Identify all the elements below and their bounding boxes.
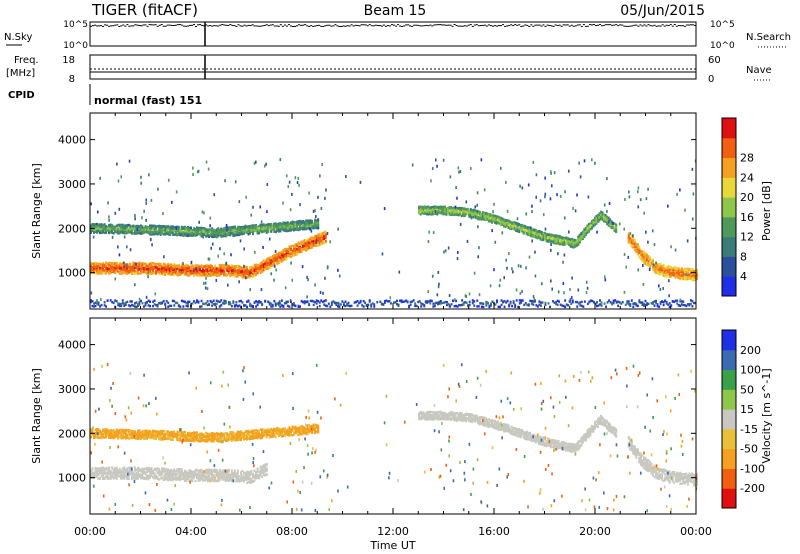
- colorbar-swatch: [722, 389, 736, 410]
- velocity-data: [90, 363, 698, 513]
- power-feature-ducting-trace: [418, 205, 618, 249]
- colorbar-swatch: [722, 137, 736, 159]
- colorbar-tick-label: 8: [740, 250, 747, 263]
- colorbar-swatch: [722, 118, 736, 139]
- y-tick-label: 1000: [58, 472, 86, 485]
- velocity-feature-ground-scatter-band: [90, 463, 268, 485]
- colorbar-swatch: [722, 177, 736, 198]
- freq-tick-top: 18: [62, 55, 75, 66]
- colorbar-swatch: [722, 468, 736, 489]
- nsearch-tick-top: 10^5: [710, 20, 735, 30]
- y-tick-label: 3000: [58, 383, 86, 396]
- date-label: 05/Jun/2015: [620, 3, 705, 19]
- freq-label: Freq.: [14, 55, 39, 66]
- freq-tick-bottom: 8: [69, 74, 75, 85]
- freq-panel: [89, 54, 697, 80]
- colorbar-tick-label: 4: [740, 270, 747, 283]
- velocity-colorbar: -200 -100 -50 -15 15 50 100 200: [721, 329, 765, 509]
- power-axes: 1000 2000 3000 4000: [58, 113, 697, 309]
- colorbar-swatch: [722, 256, 736, 277]
- colorbar-swatch: [722, 428, 736, 450]
- colorbar-tick-label: 100: [740, 364, 761, 377]
- nsearch-tick-bottom: 10^0: [710, 41, 735, 51]
- colorbar-swatch: [722, 236, 736, 257]
- velocity-colorbar-label: Velocity [m s^-1]: [760, 368, 773, 463]
- power-feature-near-range: [90, 299, 697, 309]
- colorbar-swatch: [722, 409, 736, 430]
- colorbar-swatch: [722, 448, 736, 469]
- colorbar-tick-label: 24: [740, 171, 754, 184]
- colorbar-tick-label: 28: [740, 152, 754, 165]
- x-tick-label: 04:00: [175, 525, 207, 538]
- velocity-feature-orange-band: [90, 423, 320, 443]
- colorbar-swatch: [722, 157, 736, 178]
- power-colorbar: 4 8 12 16 20 24 28: [721, 117, 754, 297]
- colorbar-tick-label: 15: [740, 403, 754, 416]
- colorbar-swatch: [722, 216, 736, 238]
- freq-unit-label: [MHz]: [6, 68, 35, 79]
- velocity-axes: 1000 2000 3000 4000: [58, 318, 697, 514]
- colorbar-tick-label: 20: [740, 191, 754, 204]
- velocity-ylabel: Slant Range [km]: [30, 368, 43, 464]
- power-speckle: [90, 158, 697, 308]
- nave-tick-bottom: 0: [708, 74, 714, 85]
- nsearch-label: N.Search: [746, 32, 791, 43]
- y-tick-label: 4000: [58, 134, 86, 147]
- colorbar-swatch: [722, 369, 736, 390]
- cpid-text: normal (fast) 151: [94, 94, 202, 107]
- nave-tick-top: 60: [708, 55, 721, 66]
- colorbar-swatch: [722, 276, 736, 297]
- colorbar-tick-label: 16: [740, 211, 754, 224]
- power-data: [90, 158, 698, 309]
- colorbar-swatch: [722, 349, 736, 371]
- colorbar-frame: [721, 329, 737, 509]
- colorbar-tick-label: -50: [740, 443, 758, 456]
- colorbar-swatch: [722, 197, 736, 218]
- y-tick-label: 4000: [58, 339, 86, 352]
- colorbar-tick-label: 50: [740, 383, 754, 396]
- x-tick-label: 12:00: [377, 525, 409, 538]
- radar-title: TIGER (fitACF): [91, 1, 198, 19]
- colorbar-frame: [721, 117, 737, 297]
- cpid-label: CPID: [8, 90, 35, 101]
- x-tick-label: 08:00: [276, 525, 308, 538]
- nsky-tick-bottom: 10^0: [63, 41, 88, 51]
- x-tick-label: 20:00: [579, 525, 611, 538]
- nave-label: Nave: [746, 65, 772, 76]
- x-tick-label: 00:00: [680, 525, 712, 538]
- power-ylabel: Slant Range [km]: [30, 163, 43, 259]
- y-tick-label: 1000: [58, 267, 86, 280]
- colorbar-tick-label: -15: [740, 423, 758, 436]
- velocity-speckle: [90, 363, 698, 513]
- power-colorbar-label: Power [dB]: [760, 181, 773, 241]
- x-tick-label: 00:00: [74, 525, 106, 538]
- colorbar-tick-label: -100: [740, 462, 765, 475]
- x-axis-label: Time UT: [369, 539, 415, 552]
- nsky-panel: [89, 21, 697, 47]
- power-feature-strong-band: [90, 230, 327, 279]
- nsky-tick-top: 10^5: [63, 20, 88, 30]
- colorbar-tick-label: -200: [740, 482, 765, 495]
- y-tick-label: 2000: [58, 222, 86, 235]
- y-tick-label: 2000: [58, 427, 86, 440]
- colorbar-tick-label: 12: [740, 231, 754, 244]
- x-tick-labels: 00:00 04:00 08:00 12:00 16:00 20:00 00:00: [74, 525, 712, 538]
- velocity-feature-gray-trace: [418, 410, 618, 453]
- y-tick-label: 3000: [58, 178, 86, 191]
- nsky-trace: [90, 24, 696, 27]
- power-feature-upper-band: [90, 218, 320, 239]
- nsky-label: N.Sky: [4, 32, 32, 43]
- colorbar-tick-label: 200: [740, 344, 761, 357]
- velocity-feature-evening-gray: [627, 436, 698, 487]
- colorbar-swatch: [722, 330, 736, 351]
- colorbar-swatch: [722, 488, 736, 509]
- x-tick-label: 16:00: [478, 525, 510, 538]
- beam-label: Beam 15: [364, 3, 427, 19]
- velocity-panel-frame: [89, 317, 697, 515]
